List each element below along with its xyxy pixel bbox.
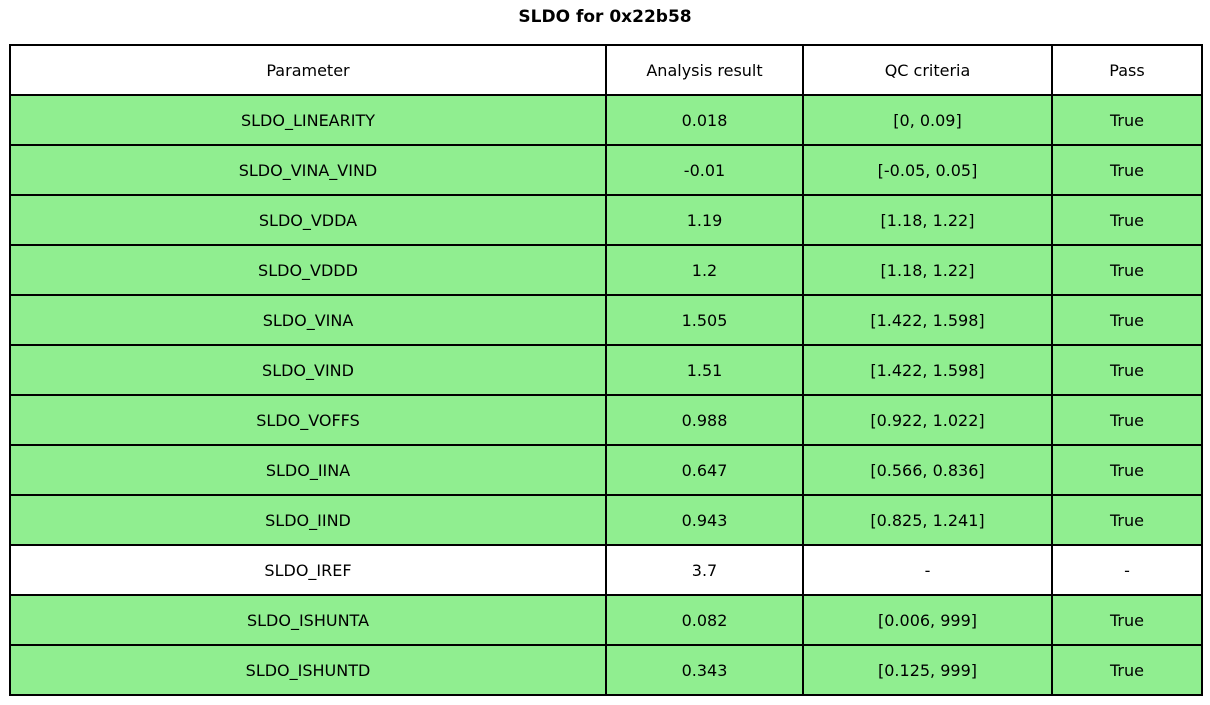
result-cell: -0.01 bbox=[605, 144, 804, 196]
result-cell: 1.19 bbox=[605, 194, 804, 246]
pass-cell: True bbox=[1051, 594, 1203, 646]
table-row: SLDO_VINA_VIND -0.01 [-0.05, 0.05] True bbox=[9, 144, 1203, 196]
pass-cell: True bbox=[1051, 494, 1203, 546]
table-title: SLDO for 0x22b58 bbox=[518, 7, 692, 27]
table-row: SLDO_VOFFS 0.988 [0.922, 1.022] True bbox=[9, 394, 1203, 446]
parameter-cell: SLDO_VINA_VIND bbox=[9, 144, 607, 196]
criteria-cell: [0.006, 999] bbox=[802, 594, 1053, 646]
table-row: SLDO_ISHUNTA 0.082 [0.006, 999] True bbox=[9, 594, 1203, 646]
pass-cell: - bbox=[1051, 544, 1203, 596]
table-row: SLDO_IREF 3.7 - - bbox=[9, 544, 1203, 596]
criteria-cell: [1.18, 1.22] bbox=[802, 244, 1053, 296]
criteria-cell: [-0.05, 0.05] bbox=[802, 144, 1053, 196]
criteria-cell: [1.422, 1.598] bbox=[802, 344, 1053, 396]
result-cell: 0.988 bbox=[605, 394, 804, 446]
pass-cell: True bbox=[1051, 194, 1203, 246]
criteria-cell: [0.125, 999] bbox=[802, 644, 1053, 696]
pass-cell: True bbox=[1051, 294, 1203, 346]
table-body: SLDO_LINEARITY 0.018 [0, 0.09] True SLDO… bbox=[9, 94, 1203, 696]
criteria-cell: [0.825, 1.241] bbox=[802, 494, 1053, 546]
criteria-cell: - bbox=[802, 544, 1053, 596]
parameter-cell: SLDO_VINA bbox=[9, 294, 607, 346]
pass-cell: True bbox=[1051, 144, 1203, 196]
pass-cell: True bbox=[1051, 344, 1203, 396]
table-row: SLDO_VIND 1.51 [1.422, 1.598] True bbox=[9, 344, 1203, 396]
table-row: SLDO_VDDD 1.2 [1.18, 1.22] True bbox=[9, 244, 1203, 296]
parameter-cell: SLDO_ISHUNTA bbox=[9, 594, 607, 646]
pass-cell: True bbox=[1051, 94, 1203, 146]
criteria-cell: [0.566, 0.836] bbox=[802, 444, 1053, 496]
parameter-cell: SLDO_LINEARITY bbox=[9, 94, 607, 146]
result-cell: 0.943 bbox=[605, 494, 804, 546]
parameter-cell: SLDO_IREF bbox=[9, 544, 607, 596]
qc-results-table: Parameter Analysis result QC criteria Pa… bbox=[9, 44, 1203, 696]
parameter-cell: SLDO_ISHUNTD bbox=[9, 644, 607, 696]
pass-cell: True bbox=[1051, 444, 1203, 496]
pass-cell: True bbox=[1051, 244, 1203, 296]
table-header: Parameter Analysis result QC criteria Pa… bbox=[9, 44, 1203, 96]
result-cell: 1.51 bbox=[605, 344, 804, 396]
result-cell: 0.018 bbox=[605, 94, 804, 146]
table-row: SLDO_VDDA 1.19 [1.18, 1.22] True bbox=[9, 194, 1203, 246]
column-header-parameter: Parameter bbox=[9, 44, 607, 96]
parameter-cell: SLDO_IIND bbox=[9, 494, 607, 546]
result-cell: 0.647 bbox=[605, 444, 804, 496]
table-row: SLDO_ISHUNTD 0.343 [0.125, 999] True bbox=[9, 644, 1203, 696]
parameter-cell: SLDO_VDDA bbox=[9, 194, 607, 246]
column-header-pass: Pass bbox=[1051, 44, 1203, 96]
parameter-cell: SLDO_VIND bbox=[9, 344, 607, 396]
table-row: SLDO_IIND 0.943 [0.825, 1.241] True bbox=[9, 494, 1203, 546]
table-row: SLDO_LINEARITY 0.018 [0, 0.09] True bbox=[9, 94, 1203, 146]
pass-cell: True bbox=[1051, 394, 1203, 446]
table-row: SLDO_VINA 1.505 [1.422, 1.598] True bbox=[9, 294, 1203, 346]
criteria-cell: [0.922, 1.022] bbox=[802, 394, 1053, 446]
parameter-cell: SLDO_IINA bbox=[9, 444, 607, 496]
criteria-cell: [0, 0.09] bbox=[802, 94, 1053, 146]
result-cell: 3.7 bbox=[605, 544, 804, 596]
criteria-cell: [1.18, 1.22] bbox=[802, 194, 1053, 246]
pass-cell: True bbox=[1051, 644, 1203, 696]
parameter-cell: SLDO_VDDD bbox=[9, 244, 607, 296]
criteria-cell: [1.422, 1.598] bbox=[802, 294, 1053, 346]
header-row: Parameter Analysis result QC criteria Pa… bbox=[9, 44, 1203, 96]
parameter-cell: SLDO_VOFFS bbox=[9, 394, 607, 446]
column-header-qc-criteria: QC criteria bbox=[802, 44, 1053, 96]
result-cell: 0.343 bbox=[605, 644, 804, 696]
result-cell: 1.2 bbox=[605, 244, 804, 296]
result-cell: 0.082 bbox=[605, 594, 804, 646]
table-row: SLDO_IINA 0.647 [0.566, 0.836] True bbox=[9, 444, 1203, 496]
result-cell: 1.505 bbox=[605, 294, 804, 346]
column-header-analysis-result: Analysis result bbox=[605, 44, 804, 96]
